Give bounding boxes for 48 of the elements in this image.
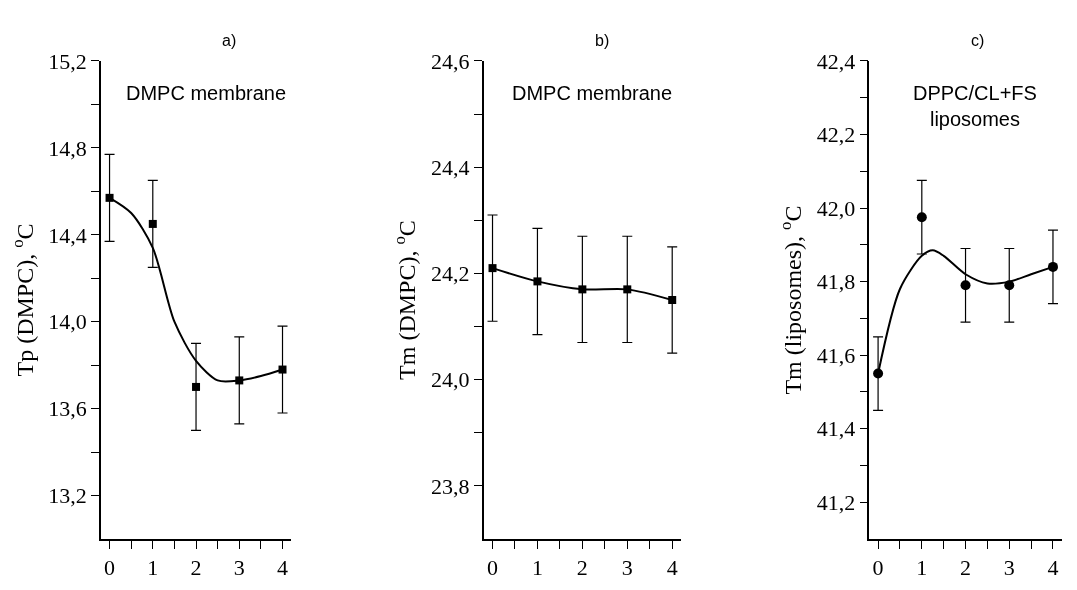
y-tick-label: 24,0 [430,367,470,393]
point [668,296,677,304]
point [960,280,971,291]
x-tick-label: 4 [277,555,289,581]
y-tick-label: 41,4 [816,416,856,442]
chart-title: a) [222,32,237,49]
y-tick-label: 42,2 [816,122,856,148]
y-tick-label: 23,8 [430,473,470,499]
point [623,285,632,294]
y-tick-label: 14,8 [48,135,87,161]
x-tick-label: 2 [960,555,972,581]
x-tick-label: 2 [576,555,588,581]
point [578,285,587,294]
chart-title: c) [971,32,985,49]
annotation: DMPC membrane [126,82,287,104]
point [533,277,542,286]
x-tick-label: 3 [621,555,633,581]
x-tick-label: 3 [233,555,245,581]
chart-title: b) [595,32,610,49]
x-tick-label: 3 [1003,555,1015,581]
x-tick-label: 4 [666,555,678,581]
y-tick-label: 41,2 [816,490,856,515]
y-tick-label: 15,2 [48,48,87,74]
x-tick-label: 4 [1047,555,1059,581]
y-tick-label: 13,2 [48,483,87,509]
x-tick-label: 0 [487,555,499,581]
annotation: DMPC membrane [512,82,673,104]
point [916,212,927,223]
y-tick-label: 24,6 [430,48,470,74]
y-tick-label: 42,4 [816,48,856,74]
x-tick-label: 0 [872,555,884,581]
point [488,264,497,273]
x-tick-label: 1 [147,555,159,581]
y-tick-label: 41,6 [816,342,856,368]
point [192,382,201,391]
point [148,219,157,228]
x-tick-label: 1 [916,555,928,581]
x-tick-label: 2 [190,555,202,581]
y-tick-label: 24,4 [430,154,470,180]
x-tick-label: 1 [531,555,543,581]
y-tick-label: 13,6 [48,396,87,422]
y-tick-label: 14,4 [48,222,87,248]
y-tick-label: 42,0 [816,195,856,221]
y-tick-label: 14,0 [48,309,87,335]
y-tick-label: 24,2 [430,261,470,287]
y-tick-label: 41,8 [816,269,856,295]
x-tick-label: 0 [104,555,116,581]
annotation: DPPC/CL+FS liposomes [913,82,1037,130]
